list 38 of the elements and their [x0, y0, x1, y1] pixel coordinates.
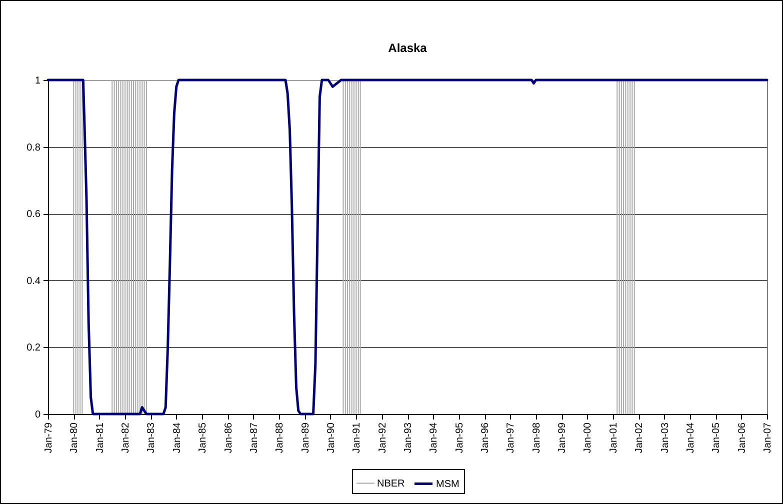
x-tick-label: Jan-90 [326, 422, 337, 454]
x-tick-label: Jan-96 [480, 422, 492, 454]
x-tick-label: Jan-06 [736, 422, 748, 454]
x-tick-label: Jan-79 [44, 422, 54, 454]
x-tick-label: Jan-04 [685, 422, 696, 454]
x-tick-label: Jan-92 [377, 422, 388, 454]
x-tick-label: Jan-91 [352, 422, 363, 454]
x-tick-label: Jan-07 [762, 422, 774, 454]
x-tick-label: Jan-83 [146, 422, 158, 454]
x-tick-label: Jan-82 [120, 422, 132, 454]
x-tick-label: Jan-93 [403, 422, 414, 454]
y-tick-label: 0.6 [26, 209, 41, 220]
x-tick-label: Jan-99 [557, 422, 568, 454]
x-tick-label: Jan-94 [428, 422, 440, 454]
x-tick-label: Jan-98 [531, 422, 542, 454]
x-tick-label: Jan-05 [711, 422, 722, 454]
x-tick-label: Jan-86 [223, 422, 234, 454]
x-tick-label: Jan-87 [248, 422, 260, 454]
x-tick-label: Jan-80 [69, 422, 80, 454]
x-tick-label: Jan-02 [634, 422, 646, 454]
x-tick-label: Jan-03 [660, 422, 671, 454]
x-tick-label: Jan-01 [608, 422, 620, 454]
y-tick-label: 1 [34, 76, 41, 86]
x-tick-label: Jan-81 [94, 422, 106, 454]
legend-label: MSM [436, 478, 460, 490]
x-tick-label: Jan-89 [300, 422, 312, 454]
x-tick-label: Jan-95 [454, 422, 466, 454]
legend-label: NBER [377, 478, 405, 490]
x-tick-label: Jan-85 [198, 422, 209, 454]
x-tick-label: Jan-84 [172, 422, 183, 454]
x-tick-label: Jan-00 [582, 422, 594, 454]
y-tick-label: 0.2 [26, 342, 41, 354]
y-tick-label: 0 [34, 410, 41, 420]
y-tick-label: 0.8 [26, 142, 41, 154]
x-tick-label: Jan-97 [506, 422, 517, 454]
y-tick-label: 0.4 [26, 276, 41, 287]
x-tick-label: Jan-88 [274, 422, 286, 454]
chart-title: Alaska [388, 41, 428, 55]
